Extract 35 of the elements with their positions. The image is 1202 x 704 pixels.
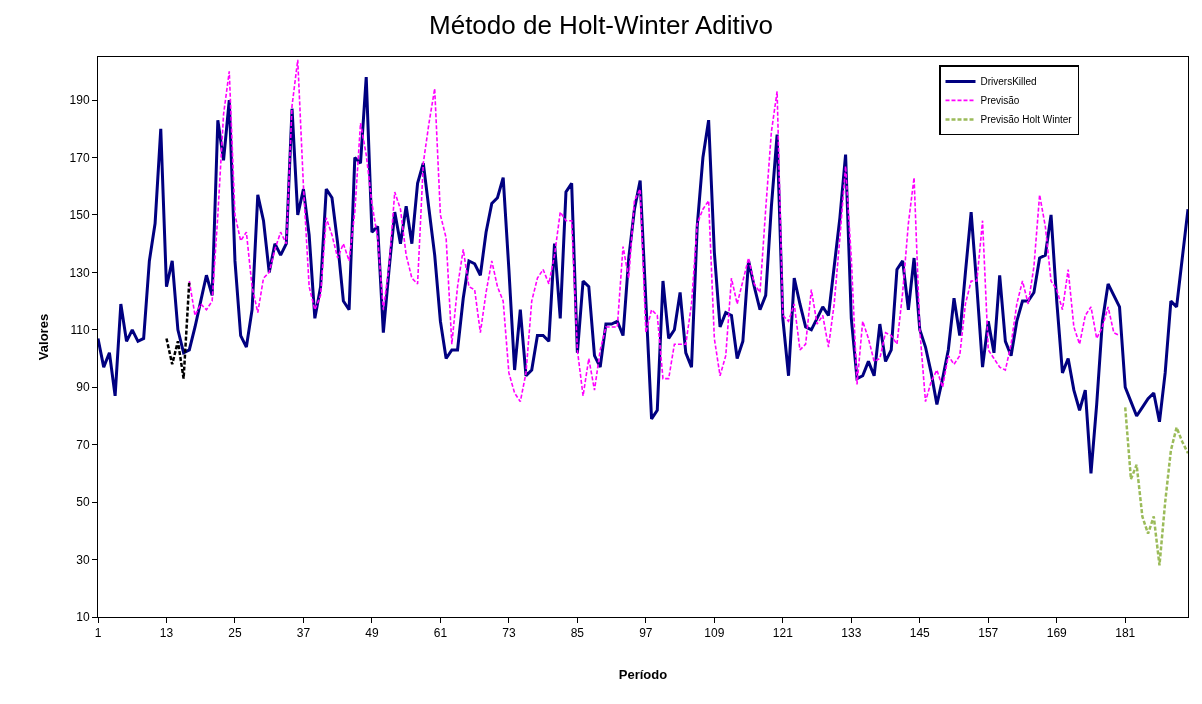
legend-label: Previsão xyxy=(980,95,1020,107)
x-tick-label: 37 xyxy=(296,626,311,641)
x-tick-label: 1 xyxy=(94,626,102,641)
y-axis-title: Valores xyxy=(35,313,51,361)
y-tick-label: 90 xyxy=(76,380,90,395)
x-tick-label: 25 xyxy=(228,626,242,641)
y-tick-label: 30 xyxy=(76,552,90,567)
y-tick-label: 10 xyxy=(76,610,90,625)
x-tick-label: 73 xyxy=(502,626,516,641)
x-tick-label: 157 xyxy=(978,626,999,641)
x-tick-label: 13 xyxy=(159,626,174,641)
x-tick-label: 181 xyxy=(1115,626,1136,641)
y-tick-label: 190 xyxy=(69,93,90,108)
line-series xyxy=(188,59,1121,403)
y-tick-label: 170 xyxy=(69,150,90,165)
x-tick-label: 169 xyxy=(1046,626,1068,641)
x-axis-title: Período xyxy=(618,667,668,682)
y-tick-label: 110 xyxy=(70,323,90,338)
legend-label: DriversKilled xyxy=(980,76,1037,88)
line-series xyxy=(1123,406,1188,567)
y-tick-label: 70 xyxy=(76,437,90,452)
y-tick-label: 50 xyxy=(76,495,90,510)
x-tick-label: 121 xyxy=(772,626,794,641)
x-tick-label: 109 xyxy=(704,626,725,641)
x-tick-label: 97 xyxy=(639,626,653,641)
y-tick-label: 150 xyxy=(69,208,90,223)
legend-label: Previsão Holt Winter xyxy=(980,114,1073,126)
x-tick-label: 61 xyxy=(433,626,448,641)
x-tick-label: 85 xyxy=(570,626,585,641)
y-tick-label: 130 xyxy=(69,265,90,280)
line-series xyxy=(98,75,1188,475)
x-tick-label: 145 xyxy=(909,626,931,641)
chart-title: Método de Holt-Winter Aditivo xyxy=(429,9,773,40)
x-tick-label: 49 xyxy=(365,626,379,641)
x-tick-label: 133 xyxy=(841,626,862,641)
